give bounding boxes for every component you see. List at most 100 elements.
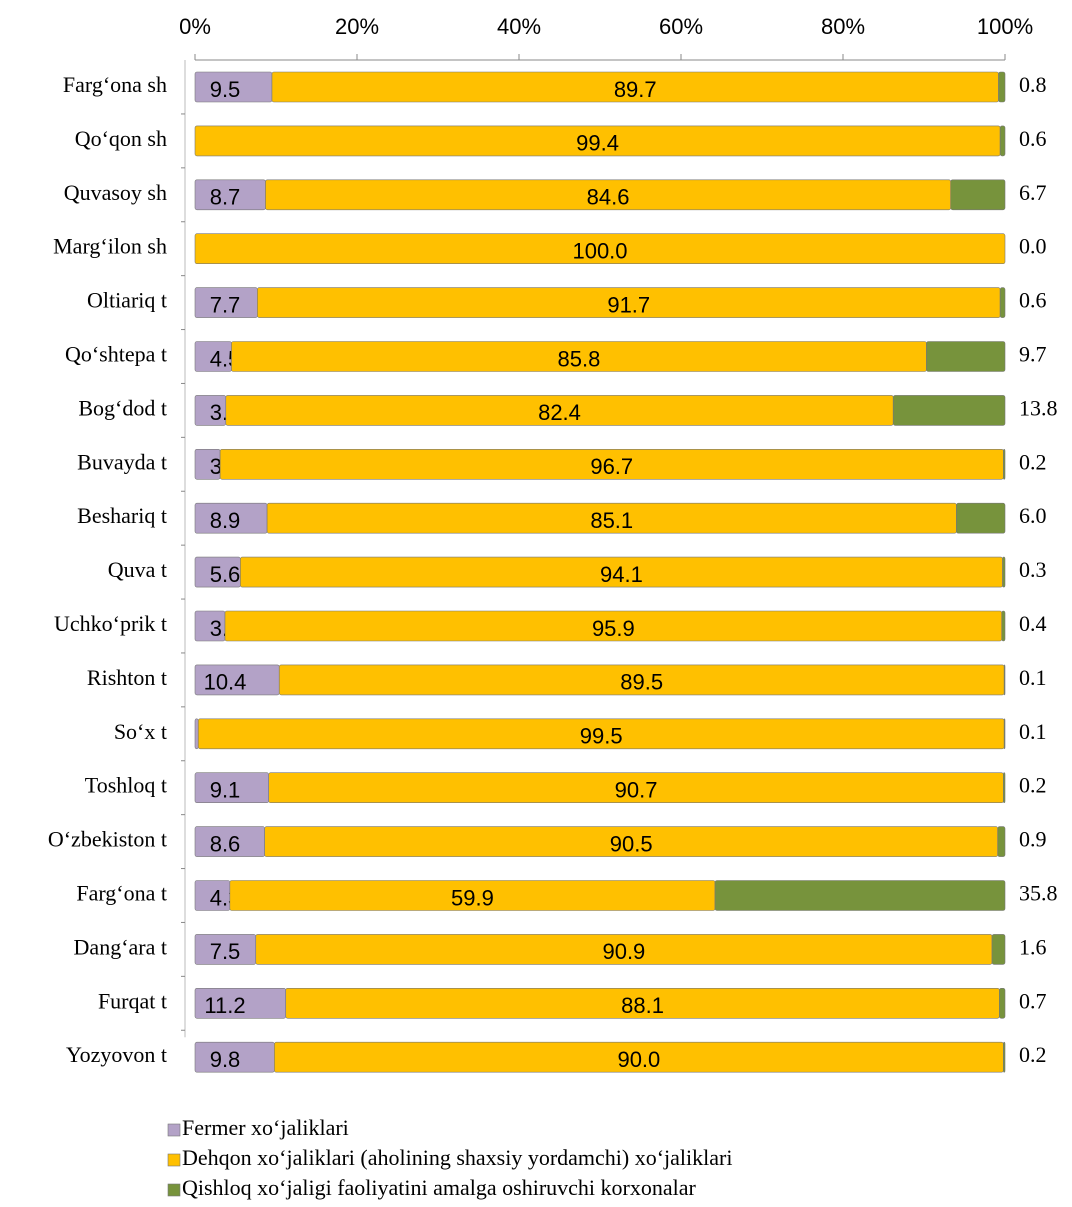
data-label: 90.7 <box>615 778 658 803</box>
data-label: 100.0 <box>572 239 627 264</box>
data-label: 85.1 <box>590 508 633 533</box>
bar-segment <box>999 287 1006 318</box>
y-tick-label: Quvasoy sh <box>64 180 167 205</box>
data-label: 8.6 <box>210 831 241 856</box>
bar-segment <box>999 987 1006 1019</box>
data-label: 0.4 <box>1019 611 1047 636</box>
data-label: 0.3 <box>1019 557 1047 582</box>
data-label: 0.2 <box>1019 773 1047 798</box>
y-tick-label: Marg‘ilon sh <box>53 234 167 259</box>
data-label: 91.7 <box>607 292 650 317</box>
x-tick-label: 100% <box>977 14 1033 39</box>
y-tick-label: Bog‘dod t <box>78 395 167 420</box>
y-tick-label: So‘x t <box>114 719 167 744</box>
data-label: 0.7 <box>1019 988 1047 1013</box>
y-tick-label: Uchko‘prik t <box>54 611 167 636</box>
data-label: 90.0 <box>617 1047 660 1072</box>
data-label: 8.7 <box>210 185 241 210</box>
x-tick-label: 20% <box>335 14 379 39</box>
legend-swatch <box>167 1183 181 1197</box>
y-tick-label: Furqat t <box>98 988 167 1013</box>
data-label: 95.9 <box>592 616 635 641</box>
bar-segment <box>997 826 1006 857</box>
bar-segment <box>892 395 1006 426</box>
data-label: 84.6 <box>587 185 630 210</box>
bar-segment <box>950 179 1006 211</box>
y-tick-label: Toshloq t <box>85 773 167 798</box>
y-tick-label: O‘zbekiston t <box>48 827 167 852</box>
data-label: 6.7 <box>1019 180 1047 205</box>
data-label: 7.7 <box>210 292 241 317</box>
x-tick-label: 40% <box>497 14 541 39</box>
bar-segment <box>1002 556 1006 588</box>
legend-label: Dehqon xo‘jaliklari (aholining shaxsiy y… <box>182 1145 732 1170</box>
data-label: 59.9 <box>451 885 494 910</box>
bar-segment <box>926 341 1006 372</box>
bar-segment <box>1003 664 1006 696</box>
y-tick-label: Dang‘ara t <box>74 934 167 959</box>
data-label: 89.5 <box>620 670 663 695</box>
data-label: 9.7 <box>1019 342 1047 367</box>
y-tick-label: Quva t <box>108 557 167 582</box>
data-label: 5.6 <box>210 562 241 587</box>
data-label: 90.5 <box>610 831 653 856</box>
data-label: 8.9 <box>210 508 241 533</box>
bar-segment <box>194 233 1006 264</box>
data-label: 9.8 <box>210 1047 241 1072</box>
data-label: 10.4 <box>204 670 247 695</box>
data-label: 6.0 <box>1019 503 1047 528</box>
y-tick-label: Qo‘qon sh <box>75 126 167 151</box>
y-tick-label: Yozyovon t <box>66 1042 167 1067</box>
data-label: 0.2 <box>1019 1042 1047 1067</box>
data-label: 9.5 <box>210 77 241 102</box>
data-label: 1.6 <box>1019 934 1047 959</box>
data-label: 82.4 <box>538 400 581 425</box>
data-label: 9.1 <box>210 778 241 803</box>
data-label: 90.9 <box>602 939 645 964</box>
y-tick-label: Beshariq t <box>77 503 167 528</box>
data-label: 0.0 <box>1019 234 1047 259</box>
bar-segment <box>1003 772 1006 804</box>
data-label: 88.1 <box>621 993 664 1018</box>
y-tick-label: Farg‘ona t <box>76 881 167 906</box>
data-label: 7.5 <box>210 939 241 964</box>
data-label: 11.2 <box>204 993 245 1018</box>
legend-swatch <box>167 1153 181 1167</box>
data-label: 94.1 <box>600 562 643 587</box>
legend-label: Fermer xo‘jaliklari <box>182 1115 349 1140</box>
data-label: 0.9 <box>1019 827 1047 852</box>
bar-segment <box>1003 1041 1006 1073</box>
data-label: 99.4 <box>576 131 619 156</box>
data-label: 0.6 <box>1019 126 1047 151</box>
data-label: 96.7 <box>590 454 633 479</box>
x-tick-label: 60% <box>659 14 703 39</box>
y-tick-label: Qo‘shtepa t <box>65 342 167 367</box>
bar-segment <box>956 502 1006 534</box>
y-tick-label: Farg‘ona sh <box>63 72 167 97</box>
bar-segment <box>991 934 1006 965</box>
data-label: 0.2 <box>1019 449 1047 474</box>
x-tick-label: 0% <box>179 14 211 39</box>
bar-segment <box>194 718 199 750</box>
data-label: 85.8 <box>558 346 601 371</box>
y-tick-label: Rishton t <box>87 665 167 690</box>
data-label: 99.5 <box>580 724 623 749</box>
bar-segment <box>999 125 1006 157</box>
data-label: 0.1 <box>1019 665 1047 690</box>
data-label: 0.6 <box>1019 288 1047 313</box>
legend-swatch <box>167 1123 181 1137</box>
bar-segment <box>1003 448 1006 480</box>
bar-segment <box>714 880 1006 911</box>
data-label: 89.7 <box>614 77 657 102</box>
bar-segment <box>998 71 1006 103</box>
bar-segment <box>1001 610 1006 642</box>
y-tick-label: Oltiariq t <box>87 288 167 313</box>
data-label: 13.8 <box>1019 395 1058 420</box>
data-label: 0.8 <box>1019 72 1047 97</box>
legend-label: Qishloq xo‘jaligi faoliyatini amalga osh… <box>182 1175 696 1200</box>
data-label: 0.1 <box>1019 719 1047 744</box>
bar-segment <box>1003 718 1006 750</box>
y-tick-label: Buvayda t <box>77 449 167 474</box>
x-tick-label: 80% <box>821 14 865 39</box>
